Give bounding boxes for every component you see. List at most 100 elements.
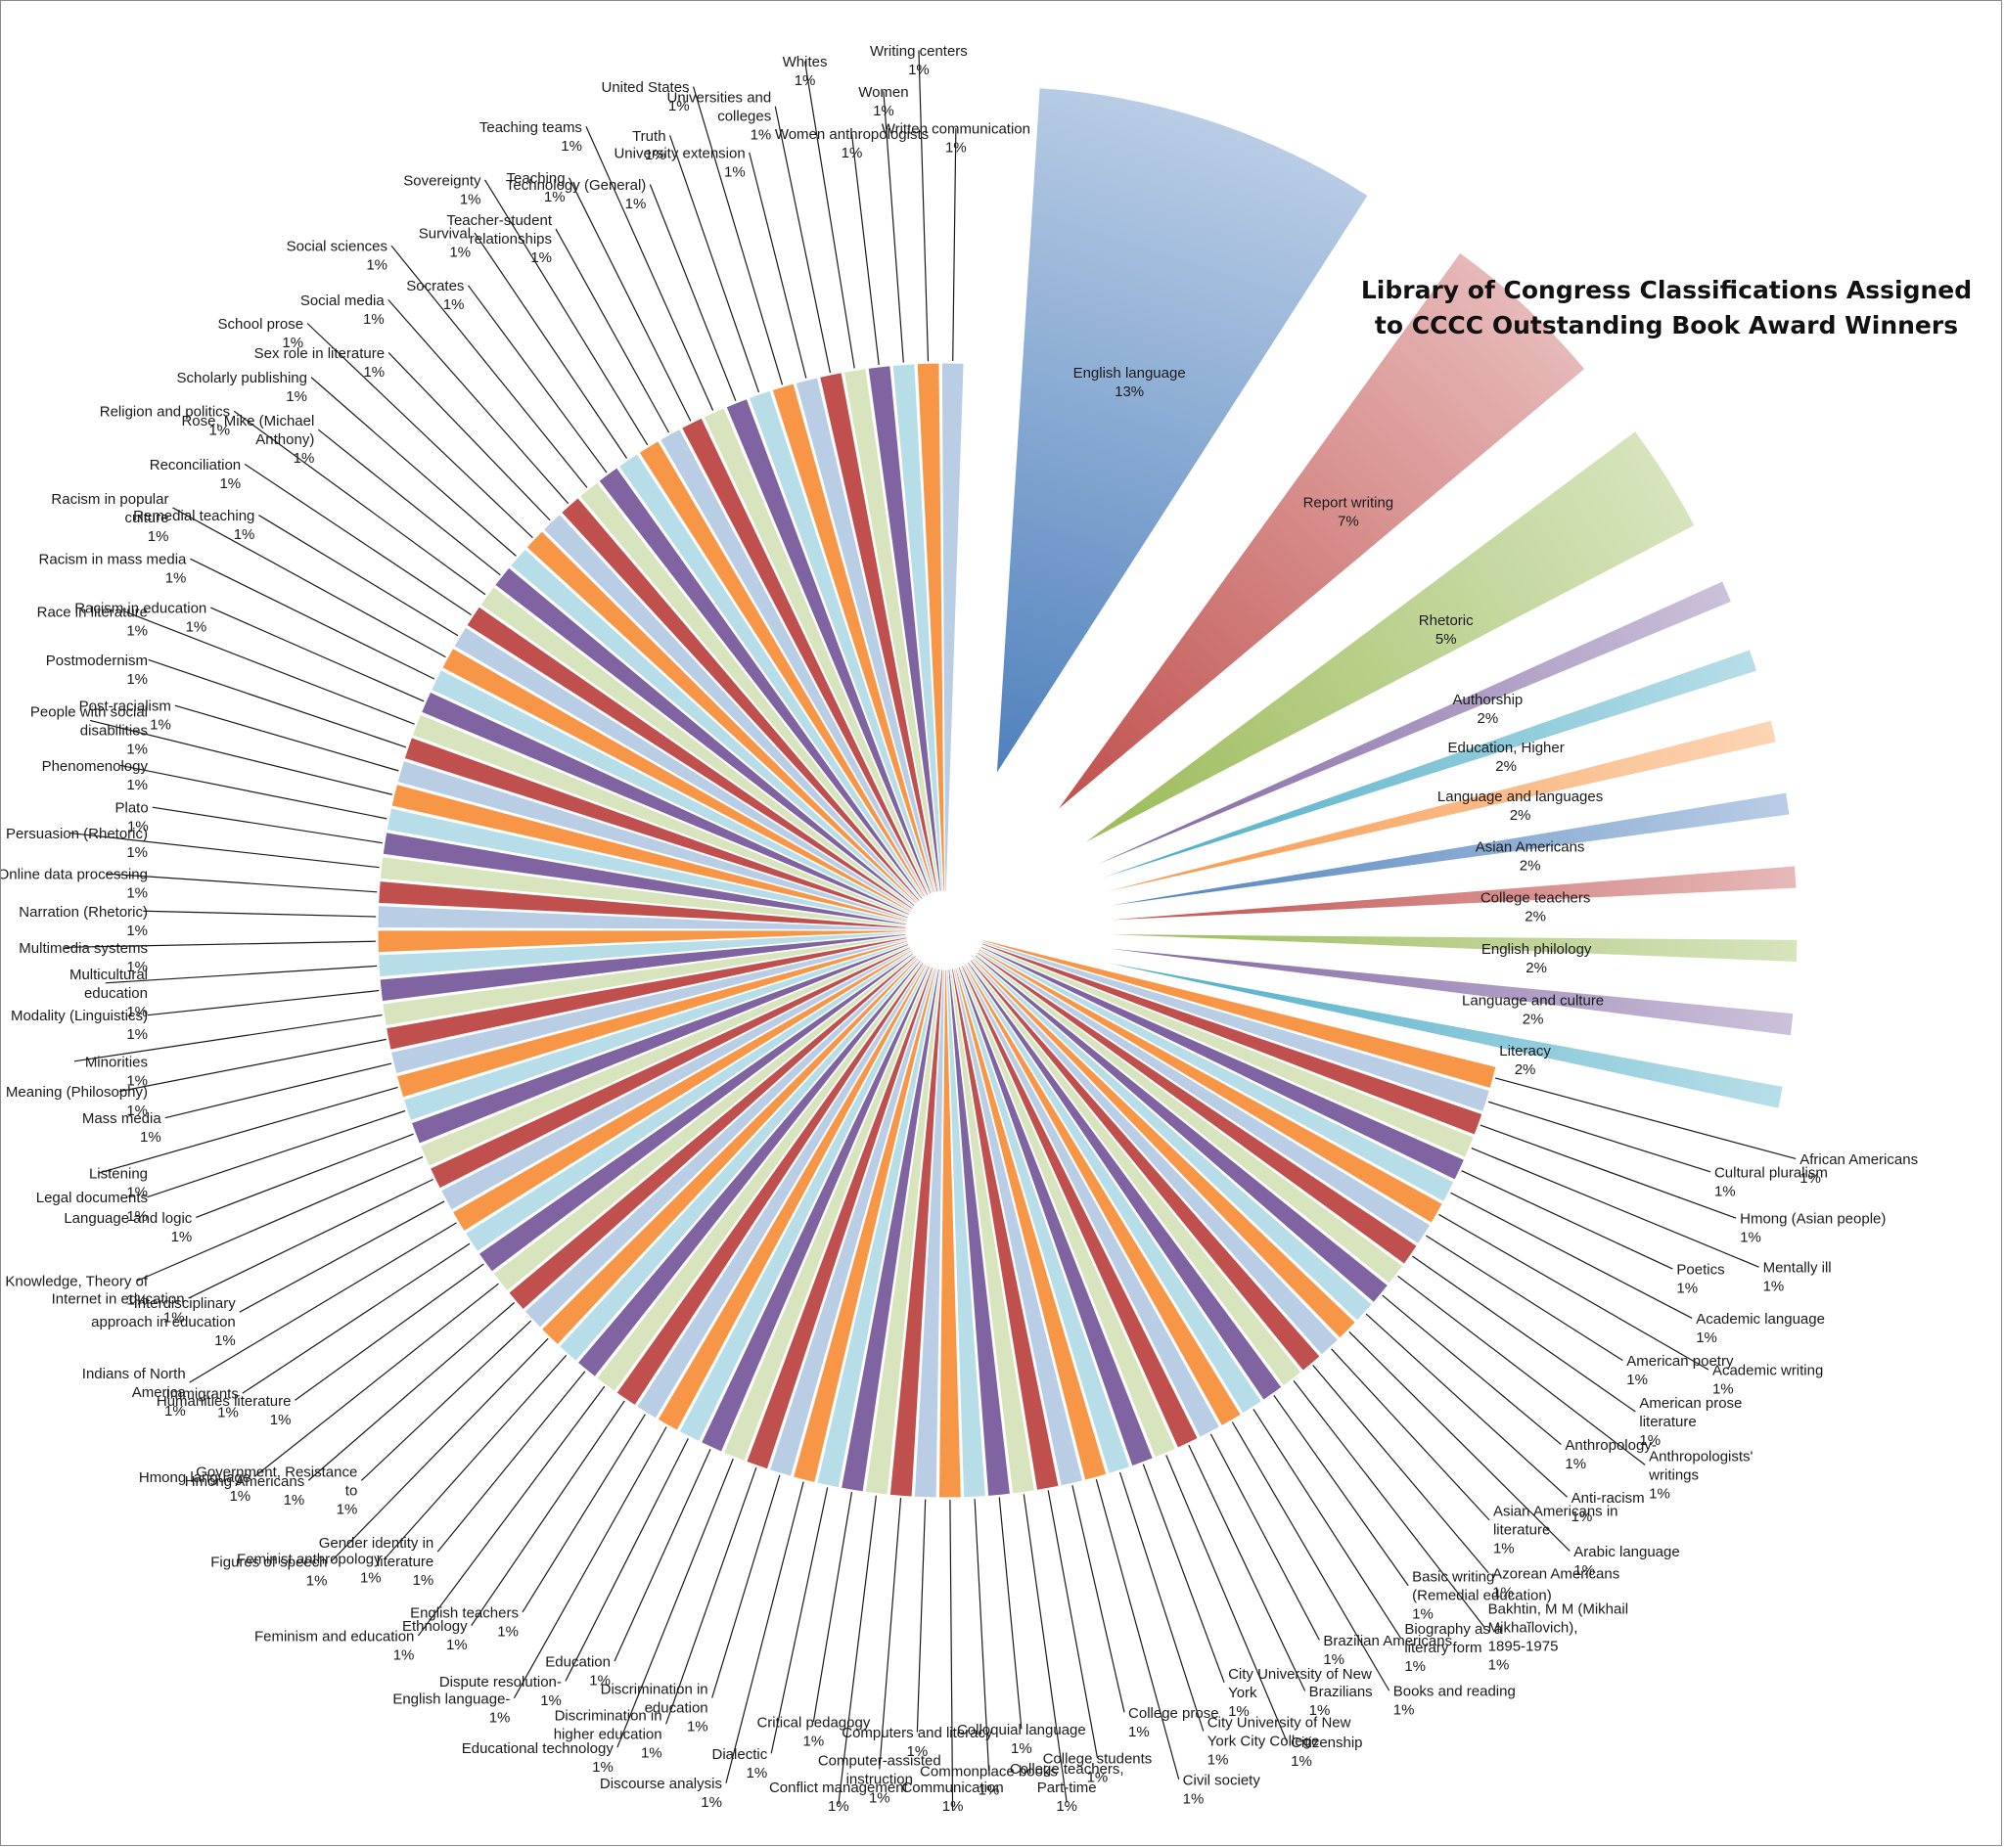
slice-value-english-language: 13%: [1115, 383, 1144, 400]
slice-label-sex-role-in-literature: Sex role in literature 1%: [254, 345, 385, 381]
slice-teacher-student-relationships: [659, 428, 928, 898]
leader-line-discrimination-in-higher-education: [665, 1466, 757, 1725]
slice-value-government-resistance-to: 1%: [337, 1501, 358, 1517]
slice-ethnology: [615, 961, 925, 1407]
slice-value-race-in-literature: 1%: [126, 622, 148, 639]
leader-line-sovereignty: [484, 179, 649, 446]
slice-label-bakhtin-m-m-mikhail-mikha-lovich-1895-1975: Bakhtin, M M (Mikhail Mikhaĭlovich), 1895-…: [1488, 1600, 1628, 1673]
slice-label-educational-technology: Educational technology 1%: [462, 1740, 615, 1776]
slice-label-hmong-asian-people: Hmong (Asian people) 1%: [1740, 1211, 1886, 1246]
slice-value-multimedia-systems: 1%: [126, 959, 148, 975]
slice-value-communication: 1%: [942, 1798, 964, 1815]
leader-line-college-teachers-part-time: [1023, 1494, 1068, 1803]
slice-books-and-reading: [963, 963, 1242, 1427]
slice-multimedia-systems: [377, 929, 907, 954]
slice-women: [891, 363, 944, 892]
leader-line-written-communication: [952, 128, 957, 362]
slice-value-written-communication: 1%: [945, 140, 967, 157]
slice-asian-americans: [1110, 792, 1790, 906]
slice-label-academic-writing: Academic writing 1%: [1712, 1363, 1823, 1398]
slice-value-discrimination-in-education: 1%: [687, 1719, 708, 1735]
slice-value-teacher-student-relationships: 1%: [530, 249, 552, 266]
slice-internet-in-education: [429, 946, 912, 1190]
leader-line-multimedia-systems: [65, 940, 377, 948]
slice-label-knowledge-theory-of: Knowledge, Theory of 1%: [5, 1274, 148, 1309]
slice-label-internet-in-education: Internet in education 1%: [52, 1291, 185, 1327]
slice-label-biography-as-a-literary-form: Biography as a literary form 1%: [1404, 1621, 1503, 1675]
slice-value-university-extension: 1%: [724, 163, 746, 180]
slice-anti-racism: [973, 955, 1373, 1322]
slice-value-computer-assisted-instruction: 1%: [869, 1789, 890, 1806]
leader-line-brazilian-americans: [1209, 1433, 1320, 1641]
slice-anthropologists-writings: [975, 952, 1404, 1285]
slice-people-with-social-disabilities: [390, 784, 908, 923]
leader-line-race-in-literature: [123, 610, 415, 725]
slice-label-teacher-student-relationships: Teacher-student relationships 1%: [446, 212, 552, 266]
slice-value-anthropology: 1%: [1565, 1456, 1586, 1472]
slice-label-education-higher: Education, Higher 2%: [1448, 740, 1565, 775]
leader-line-books-and-reading: [1231, 1421, 1390, 1691]
leader-line-critical-pedagogy: [812, 1492, 853, 1722]
slice-english-language: [996, 88, 1368, 773]
slice-value-postmodernism: 1%: [126, 671, 148, 688]
leader-line-government-resistance-to: [360, 1320, 531, 1481]
slice-value-humanities-literature: 1%: [270, 1412, 292, 1428]
slice-label-american-prose-literature: American prose literature 1%: [1639, 1395, 1742, 1449]
slice-indians-of-north-america: [451, 949, 913, 1233]
slice-value-english-language: 1%: [489, 1709, 511, 1726]
slice-label-civil-society: Civil society 1%: [1183, 1772, 1261, 1807]
slice-value-asian-americans: 2%: [1520, 858, 1541, 875]
slice-label-asian-americans: Asian Americans 2%: [1476, 839, 1585, 875]
leader-line-minorities: [73, 1014, 383, 1062]
slice-label-racism-in-popular-culture: Racism in popular culture 1%: [51, 491, 168, 545]
slice-value-women-anthropologists: 1%: [842, 145, 863, 161]
slice-value-american-poetry: 1%: [1626, 1372, 1648, 1388]
slice-label-racism-in-mass-media: Racism in mass media 1%: [39, 552, 188, 587]
slice-value-teaching-teams: 1%: [561, 138, 582, 155]
slice-value-discrimination-in-higher-education: 1%: [641, 1744, 662, 1761]
slice-religion-and-politics: [479, 586, 915, 909]
slice-value-azorean-americans: 1%: [1492, 1584, 1514, 1600]
slice-label-english-philology: English philology 2%: [1481, 941, 1592, 976]
leader-line-hmong-language: [253, 1283, 499, 1477]
slice-value-universities-and-colleges: 1%: [751, 127, 772, 144]
slice-label-college-students: College students 1%: [1043, 1750, 1153, 1785]
slice-label-american-poetry: American poetry 1%: [1626, 1353, 1734, 1388]
slice-label-dispute-resolution: Dispute resolution-1%: [439, 1674, 562, 1709]
slice-sex-role-in-literature: [542, 513, 920, 904]
leader-line-social-sciences: [390, 245, 588, 488]
slice-value-civil-society: 1%: [1183, 1790, 1205, 1807]
slice-label-anthropology: Anthropology-1%: [1565, 1437, 1656, 1472]
slice-whites: [843, 368, 940, 893]
slice-label-online-data-processing: Online data processing 1%: [1, 867, 148, 902]
slice-label-communication: Communication 1%: [901, 1780, 1003, 1815]
leader-line-universities-and-colleges: [774, 106, 832, 374]
slice-value-rhetoric: 5%: [1435, 631, 1457, 648]
slice-value-racism-in-education: 1%: [186, 619, 207, 636]
leader-line-discrimination-in-education: [711, 1474, 781, 1698]
slice-value-college-students: 1%: [1087, 1769, 1109, 1785]
slice-english-teachers: [636, 962, 927, 1420]
leader-line-azorean-americans: [1312, 1365, 1489, 1574]
slice-label-immigrants: Immigrants 1%: [166, 1386, 239, 1421]
slice-college-students: [950, 968, 1060, 1491]
slice-label-figures-of-speech: Figures of speech 1%: [210, 1555, 327, 1590]
slice-label-racism-in-education: Racism in education 1%: [74, 601, 206, 636]
slice-value-asian-americans-in-literature: 1%: [1493, 1541, 1515, 1557]
slice-education: [700, 965, 931, 1453]
slice-value-educational-technology: 1%: [592, 1759, 614, 1776]
slice-label-cultural-pluralism: Cultural pluralism 1%: [1714, 1164, 1828, 1199]
slice-label-commonplace-books: Commonplace books 1%: [920, 1763, 1058, 1798]
slice-feminist-anthropology: [558, 958, 921, 1363]
slice-label-report-writing: Report writing 7%: [1303, 494, 1394, 529]
slice-label-education: Education 1%: [545, 1654, 611, 1690]
slice-label-books-and-reading: Books and reading 1%: [1393, 1684, 1516, 1719]
slice-discrimination-in-education: [768, 967, 935, 1477]
slice-citizenship: [959, 965, 1177, 1459]
slice-label-brazilians: Brazilians 1%: [1309, 1684, 1373, 1719]
slice-value-remedial-teaching: 1%: [234, 526, 255, 543]
slice-label-brazilian-americans: Brazilian Americans 1%: [1323, 1633, 1452, 1668]
slice-value-people-with-social-disabilities: 1%: [126, 741, 148, 757]
slice-academic-language: [979, 947, 1455, 1203]
slice-value-language-and-logic: 1%: [171, 1229, 193, 1245]
